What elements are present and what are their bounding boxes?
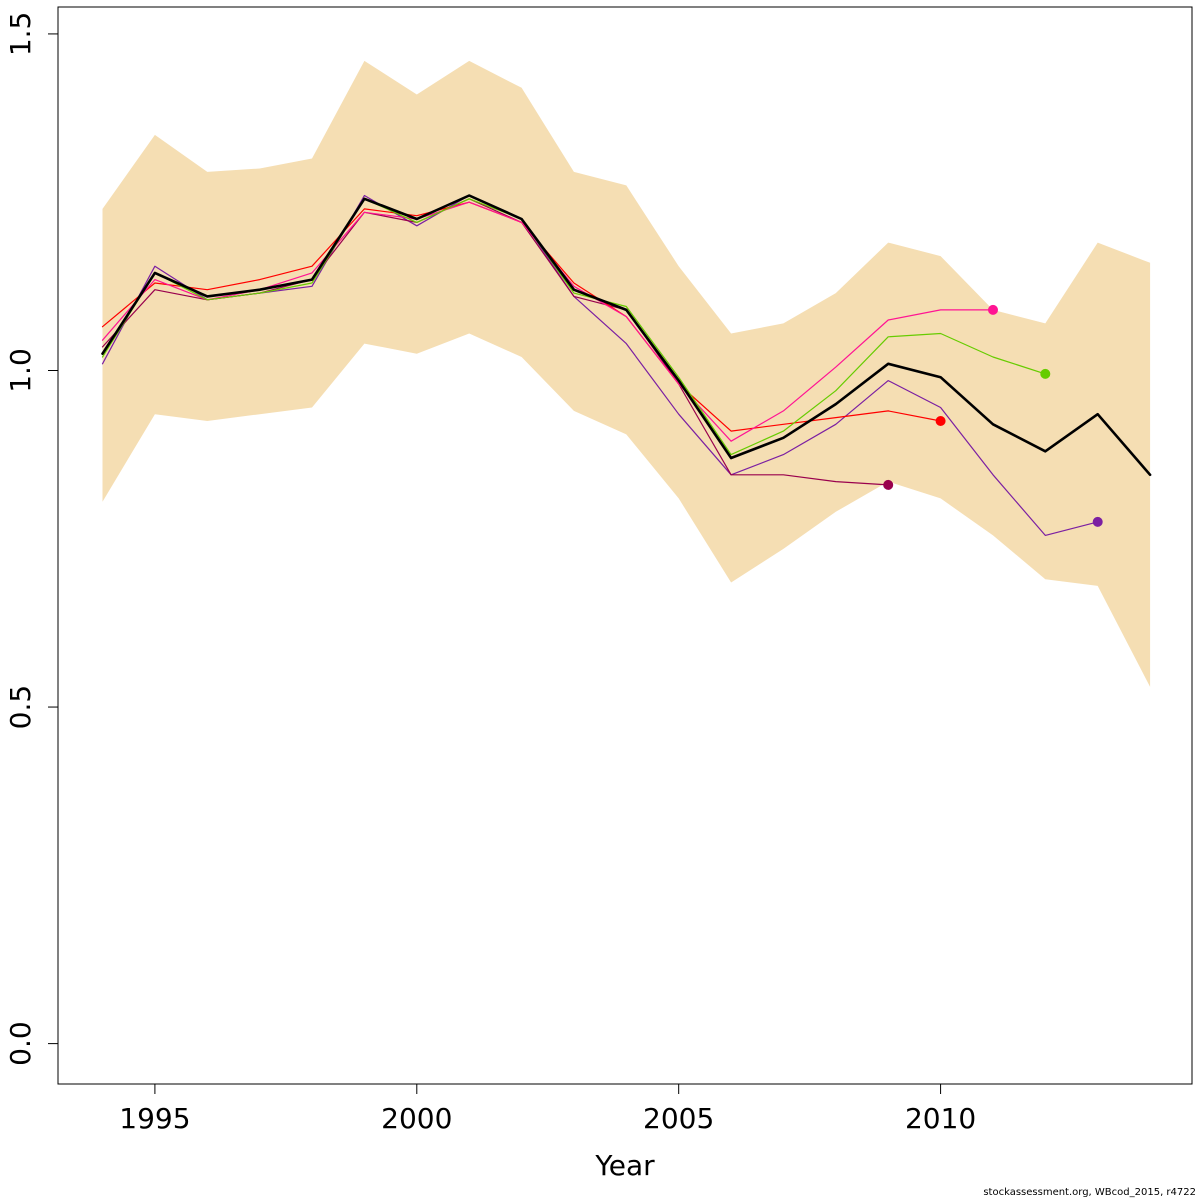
confidence-band-layer	[102, 60, 1151, 687]
series-end-point-2	[1040, 368, 1051, 379]
y-tick-label: 1.5	[4, 12, 37, 57]
x-tick-label: 2010	[905, 1102, 976, 1135]
source-note: stockassessment.org, WBcod_2015, r4722	[983, 1187, 1196, 1198]
y-tick-label: 1.0	[4, 348, 37, 393]
series-end-point-5	[883, 479, 894, 490]
y-axis: 0.0 0.5 1.0 1.5	[4, 12, 58, 1066]
plot-frame	[57, 6, 1193, 1085]
y-tick-label: 0.5	[4, 685, 37, 730]
x-axis: 1995 2000 2005 2010	[119, 1084, 976, 1135]
x-tick-label: 2005	[643, 1102, 714, 1135]
x-tick-label: 2000	[381, 1102, 452, 1135]
series-line-1	[101, 194, 1152, 477]
y-tick-label: 0.0	[4, 1021, 37, 1066]
series-layer	[101, 194, 1152, 537]
x-tick-label: 1995	[119, 1102, 190, 1135]
x-axis-title: Year	[594, 1149, 655, 1182]
series-line-2	[101, 198, 1046, 456]
series-end-point-3	[988, 304, 998, 315]
confidence-band	[102, 60, 1151, 687]
series-end-point-6	[1092, 516, 1103, 527]
series-end-point-4	[935, 416, 946, 426]
